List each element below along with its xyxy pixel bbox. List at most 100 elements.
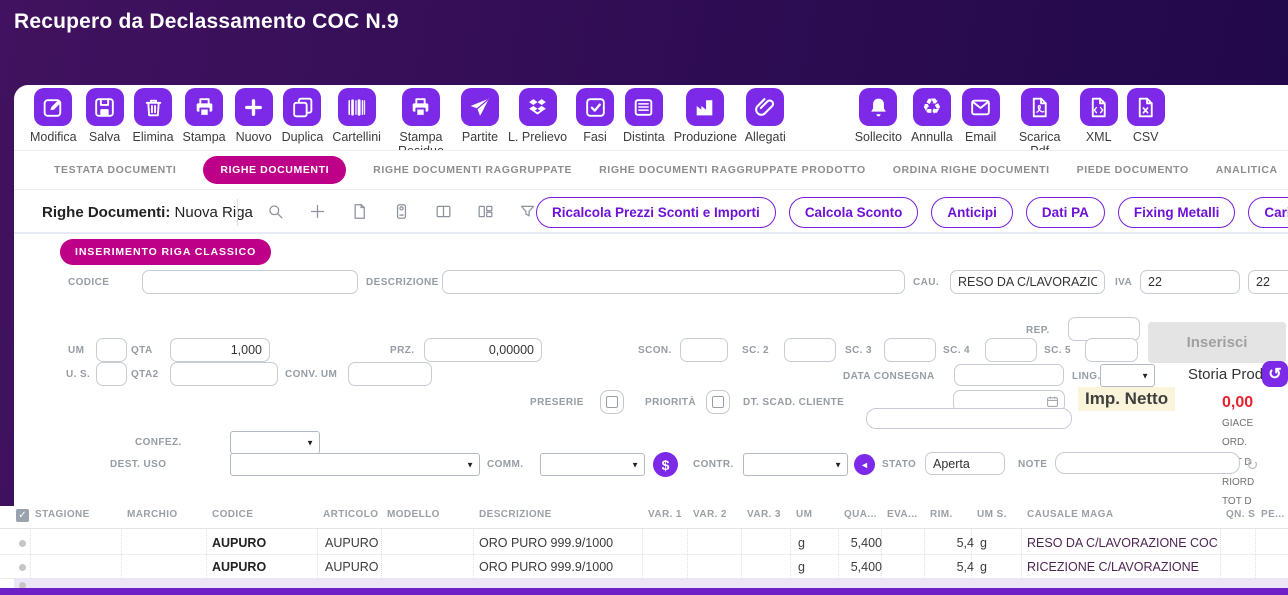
col-qn-s[interactable]: QN. S bbox=[1226, 509, 1256, 520]
select-all-checkbox[interactable] bbox=[16, 509, 29, 522]
sc3-input[interactable] bbox=[884, 338, 936, 362]
toolbar-salva[interactable]: Salva bbox=[85, 88, 124, 144]
table-row-selected[interactable] bbox=[14, 578, 1288, 588]
toolbar-nuovo[interactable]: Nuovo bbox=[234, 88, 273, 144]
row-handle[interactable] bbox=[19, 540, 26, 547]
table-row-causale[interactable]: RESO DA C/LAVORAZIONE COC bbox=[1027, 536, 1218, 550]
toolbar-allegati[interactable]: Allegati bbox=[745, 88, 786, 144]
toolbar-elimina[interactable]: Elimina bbox=[133, 88, 174, 144]
table-row-um[interactable]: g bbox=[798, 536, 805, 550]
table-row-articolo[interactable]: AUPURO bbox=[325, 536, 379, 550]
page-icon[interactable] bbox=[350, 202, 369, 221]
dest-uso-select[interactable] bbox=[230, 453, 480, 476]
codice-input[interactable] bbox=[142, 270, 358, 294]
history-icon[interactable] bbox=[1262, 361, 1288, 387]
col-descrizione[interactable]: DESCRIZIONE bbox=[479, 509, 552, 520]
note-input[interactable] bbox=[1055, 452, 1240, 474]
priorita-checkbox[interactable] bbox=[706, 390, 730, 414]
descrizione-input[interactable] bbox=[442, 270, 905, 294]
col-eva[interactable]: EVA... bbox=[887, 509, 918, 520]
col-modello[interactable]: MODELLO bbox=[387, 509, 440, 520]
filter-icon[interactable] bbox=[518, 202, 537, 221]
ling-select[interactable] bbox=[1100, 364, 1155, 387]
iva-input-2[interactable] bbox=[1248, 270, 1288, 294]
toolbar-l-prelievo[interactable]: L. Prelievo bbox=[508, 88, 567, 144]
col-um[interactable]: UM bbox=[796, 509, 813, 520]
tab-piede-documento[interactable]: PIEDE DOCUMENTO bbox=[1076, 164, 1189, 176]
refresh-icon[interactable] bbox=[1246, 456, 1259, 474]
col-rim[interactable]: RIM. bbox=[930, 509, 953, 520]
col-um-s[interactable]: UM S. bbox=[977, 509, 1007, 520]
toolbar-scarica-pdf[interactable]: Scarica Pdf bbox=[1009, 88, 1071, 159]
layout-icon[interactable] bbox=[476, 202, 495, 221]
table-row-codice[interactable]: AUPURO bbox=[212, 560, 267, 574]
toolbar-email[interactable]: Email bbox=[961, 88, 1000, 144]
toolbar-distinta[interactable]: Distinta bbox=[623, 88, 665, 144]
rep-input[interactable] bbox=[1068, 317, 1140, 341]
search-icon[interactable] bbox=[266, 202, 285, 221]
toolbar-fasi[interactable]: Fasi bbox=[576, 88, 615, 144]
row-handle[interactable] bbox=[19, 582, 26, 589]
add-icon[interactable] bbox=[308, 202, 327, 221]
us-input[interactable] bbox=[96, 362, 127, 386]
table-row-um-s[interactable]: g bbox=[980, 536, 987, 550]
col-qua[interactable]: QUA... bbox=[844, 509, 877, 520]
scon-input[interactable] bbox=[680, 338, 728, 362]
confez-select[interactable] bbox=[230, 431, 320, 454]
col-marchio[interactable]: MARCHIO bbox=[127, 509, 178, 520]
table-row-rim[interactable]: 5,4 bbox=[956, 536, 974, 550]
calcola-sconto-button[interactable]: Calcola Sconto bbox=[788, 197, 919, 228]
um-input[interactable] bbox=[96, 338, 127, 362]
inserisci-button[interactable]: Inserisci bbox=[1148, 322, 1286, 363]
table-row-causale[interactable]: RICEZIONE C/LAVORAZIONE bbox=[1027, 560, 1200, 574]
col-stagione[interactable]: STAGIONE bbox=[35, 509, 90, 520]
fixing-metalli-button[interactable]: Fixing Metalli bbox=[1117, 197, 1236, 228]
tab-analitica[interactable]: ANALITICA bbox=[1215, 164, 1278, 176]
ricalcola-button[interactable]: Ricalcola Prezzi Sconti e Importi bbox=[536, 197, 776, 228]
table-row-um-s[interactable]: g bbox=[980, 560, 987, 574]
col-articolo[interactable]: ARTICOLO bbox=[323, 509, 379, 520]
cau-input[interactable] bbox=[950, 270, 1105, 294]
scanner-icon[interactable] bbox=[392, 202, 411, 221]
comm-select[interactable] bbox=[540, 453, 645, 476]
dati-pa-button[interactable]: Dati PA bbox=[1025, 197, 1105, 228]
qta2-input[interactable] bbox=[170, 362, 278, 386]
calendar-icon[interactable] bbox=[1046, 395, 1059, 408]
carica-template-button[interactable]: Carica da Template bbox=[1248, 197, 1288, 228]
col-var2[interactable]: VAR. 2 bbox=[693, 509, 727, 520]
toolbar-cartellini[interactable]: Cartellini bbox=[332, 88, 381, 144]
toolbar-modifica[interactable]: Modifica bbox=[30, 88, 77, 144]
table-row-qua[interactable]: 5,400 bbox=[850, 536, 882, 550]
columns-icon[interactable] bbox=[434, 202, 453, 221]
col-causale-maga[interactable]: CAUSALE MAGA bbox=[1027, 509, 1114, 520]
dollar-icon[interactable] bbox=[653, 452, 678, 477]
tab-righe-documenti[interactable]: RIGHE DOCUMENTI bbox=[203, 156, 347, 184]
tab-testata-documenti[interactable]: TESTATA DOCUMENTI bbox=[54, 164, 177, 176]
preserie-checkbox[interactable] bbox=[600, 390, 624, 414]
anticipi-button[interactable]: Anticipi bbox=[931, 197, 1013, 228]
data-consegna-input[interactable] bbox=[954, 364, 1064, 386]
prz-input[interactable] bbox=[424, 338, 542, 362]
col-var1[interactable]: VAR. 1 bbox=[648, 509, 682, 520]
stato-input[interactable] bbox=[925, 452, 1005, 475]
toolbar-sollecito[interactable]: Sollecito bbox=[855, 88, 902, 144]
toolbar-stampa[interactable]: Stampa bbox=[183, 88, 226, 144]
col-var3[interactable]: VAR. 3 bbox=[747, 509, 781, 520]
toolbar-annulla[interactable]: ♻ Annulla bbox=[911, 88, 953, 144]
back-arrow-icon[interactable] bbox=[854, 454, 875, 475]
row-handle[interactable] bbox=[19, 564, 26, 571]
conv-um-input[interactable] bbox=[348, 362, 432, 386]
contr-select[interactable] bbox=[743, 453, 848, 476]
tab-righe-raggruppate[interactable]: RIGHE DOCUMENTI RAGGRUPPATE bbox=[373, 164, 573, 176]
qta-input[interactable] bbox=[170, 338, 270, 362]
table-row-rim[interactable]: 5,4 bbox=[956, 560, 974, 574]
col-pe[interactable]: PE... bbox=[1261, 509, 1285, 520]
sc4-input[interactable] bbox=[985, 338, 1037, 362]
table-row-qua[interactable]: 5,400 bbox=[850, 560, 882, 574]
sc2-input[interactable] bbox=[784, 338, 836, 362]
toolbar-csv[interactable]: CSV bbox=[1126, 88, 1165, 144]
table-row-codice[interactable]: AUPURO bbox=[212, 536, 267, 550]
tab-righe-raggruppate-prodotto[interactable]: RIGHE DOCUMENTI RAGGRUPPATE PRODOTTO bbox=[599, 164, 866, 176]
col-codice[interactable]: CODICE bbox=[212, 509, 254, 520]
table-row-articolo[interactable]: AUPURO bbox=[325, 560, 379, 574]
